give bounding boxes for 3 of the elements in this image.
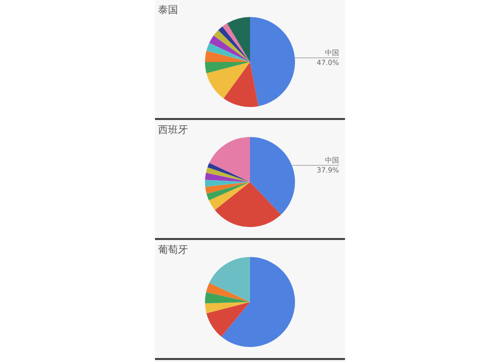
chart-title: 泰国 (158, 4, 178, 17)
chart-title: 葡萄牙 (158, 244, 188, 257)
chart-title: 西班牙 (158, 124, 188, 137)
